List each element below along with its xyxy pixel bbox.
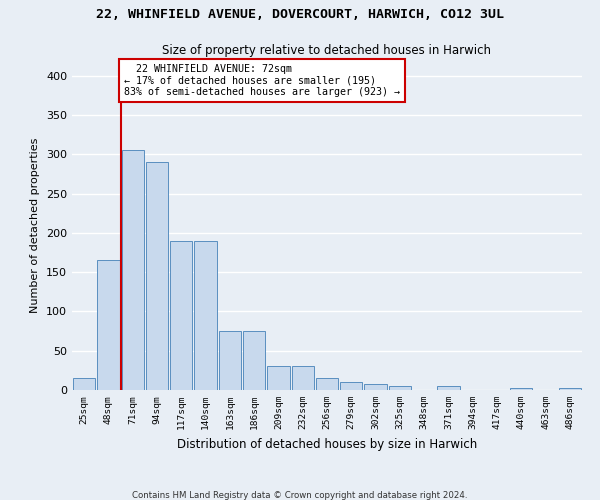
Bar [267,366,290,390]
Bar [218,331,241,390]
Text: Contains HM Land Registry data © Crown copyright and database right 2024.: Contains HM Land Registry data © Crown c… [132,490,468,500]
Text: 22 WHINFIELD AVENUE: 72sqm
← 17% of detached houses are smaller (195)
83% of sem: 22 WHINFIELD AVENUE: 72sqm ← 17% of deta… [124,64,400,97]
Bar [170,240,193,390]
Bar [364,384,387,390]
Bar [122,150,144,390]
Bar [292,366,314,390]
Bar [97,260,119,390]
Y-axis label: Number of detached properties: Number of detached properties [31,138,40,312]
Bar [437,386,460,390]
Bar [243,331,265,390]
Text: 22, WHINFIELD AVENUE, DOVERCOURT, HARWICH, CO12 3UL: 22, WHINFIELD AVENUE, DOVERCOURT, HARWIC… [96,8,504,20]
Bar [316,378,338,390]
Bar [389,386,411,390]
Title: Size of property relative to detached houses in Harwich: Size of property relative to detached ho… [163,44,491,58]
Bar [73,378,95,390]
Bar [194,240,217,390]
Bar [559,388,581,390]
Bar [510,388,532,390]
Bar [340,382,362,390]
Bar [146,162,168,390]
X-axis label: Distribution of detached houses by size in Harwich: Distribution of detached houses by size … [177,438,477,450]
